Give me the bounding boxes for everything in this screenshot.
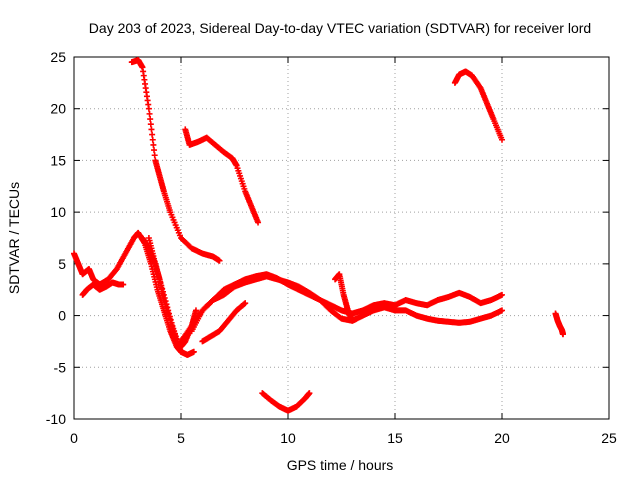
data-point [148,126,155,133]
data-point [120,281,127,288]
data-point [499,291,505,298]
data-point [190,348,197,355]
series-arc3 [451,68,505,143]
y-tick-label: -10 [46,411,66,427]
data-point [147,121,154,128]
x-axis-label: GPS time / hours [287,457,394,473]
data-point [154,267,161,274]
axis-ticks: 0 5 10 15 20 25 -10 -5 0 5 10 15 20 25 [46,49,617,446]
data-point [146,110,153,117]
data-point [255,219,262,226]
data-point [154,270,161,277]
series-arc9 [145,235,197,358]
data-point [160,288,167,295]
series-arc5 [552,310,566,338]
data-point [499,307,505,314]
data-point [165,307,172,314]
y-tick-label: 10 [50,204,66,220]
data-point [150,141,157,148]
y-tick-label: 15 [50,152,66,168]
data-point [149,131,156,138]
data-point [167,316,174,323]
data-point [158,282,165,289]
data-point [161,294,168,301]
x-tick-label: 10 [280,430,296,446]
y-tick-label: -5 [54,359,67,375]
data-point [168,319,175,326]
data-point [559,331,566,338]
data-point [151,152,158,159]
series-arc2 [182,126,262,226]
x-tick-label: 15 [387,430,403,446]
data-point [160,291,167,298]
data-point [353,315,360,322]
y-tick-label: 20 [50,101,66,117]
data-point [155,273,162,280]
x-tick-label: 5 [177,430,185,446]
y-tick-label: 25 [50,49,66,65]
data-series [71,57,566,414]
data-point [499,136,505,143]
plot-frame [73,56,610,420]
data-point [149,136,156,143]
data-point [145,105,152,112]
series-arc13 [332,271,360,324]
data-point [166,310,173,317]
x-tick-label: 0 [70,430,78,446]
data-point [151,147,158,154]
data-point [147,116,154,123]
x-tick-label: 20 [494,430,510,446]
data-point [153,263,160,270]
series-arc11 [199,300,249,345]
y-tick-label: 5 [58,256,66,272]
data-point [157,279,164,286]
data-point [192,307,199,314]
data-point [156,276,163,283]
data-point [164,304,171,311]
chart-title: Day 203 of 2023, Sidereal Day-to-day VTE… [89,20,591,36]
data-point [152,260,159,267]
data-point [306,390,313,397]
y-axis-label: SDTVAR / TECUs [6,182,22,294]
series-arc1 [128,57,223,264]
series-arc7 [79,279,127,298]
data-point [242,300,249,307]
y-tick-label: 0 [58,308,66,324]
data-point [216,257,223,264]
data-point [159,285,166,292]
data-point [166,313,173,320]
data-point [162,298,169,305]
data-point [163,301,170,308]
series-arc4 [259,390,313,414]
grid [74,57,609,419]
x-tick-label: 25 [601,430,617,446]
